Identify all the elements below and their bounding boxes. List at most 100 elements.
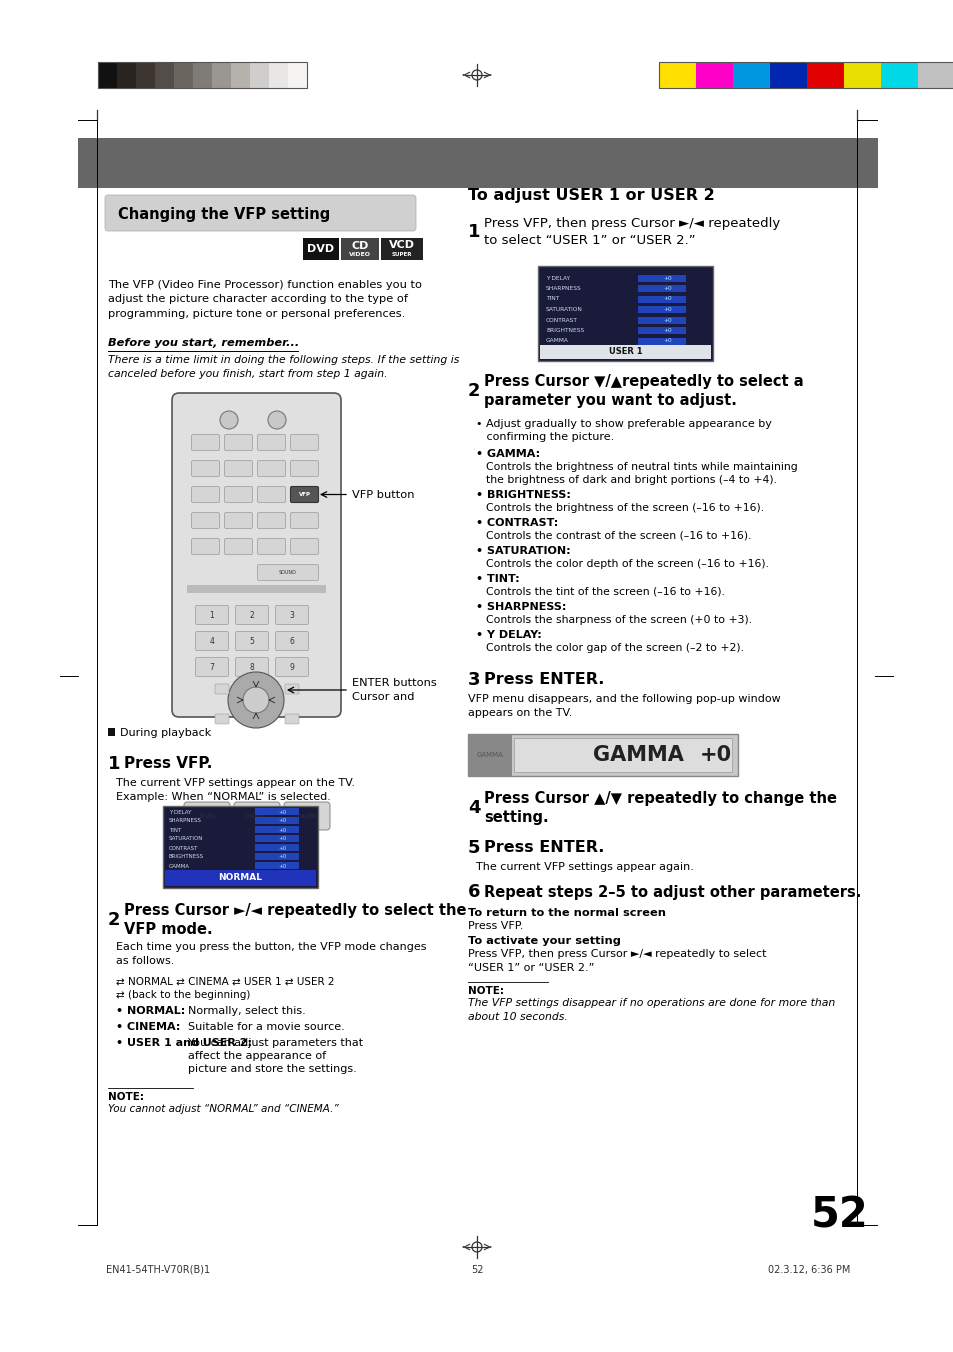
Bar (231, 62, 250, 88)
Circle shape (228, 672, 284, 727)
Text: • TINT:: • TINT: (476, 575, 519, 584)
Bar (98, 62, 307, 88)
FancyBboxPatch shape (224, 461, 253, 476)
Bar (78, 138, 877, 188)
FancyBboxPatch shape (257, 487, 285, 503)
Text: +0: +0 (663, 296, 672, 301)
Text: • CINEMA:: • CINEMA: (116, 1022, 180, 1032)
FancyBboxPatch shape (291, 434, 318, 450)
Bar (254, 863, 298, 869)
Text: • SATURATION:: • SATURATION: (476, 546, 570, 556)
Text: Press ENTER.: Press ENTER. (483, 841, 604, 856)
Bar (154, 62, 173, 88)
Text: Press VFP, then press Cursor ►/◄ repeatedly
to select “USER 1” or “USER 2.”: Press VFP, then press Cursor ►/◄ repeate… (483, 216, 780, 247)
FancyBboxPatch shape (195, 631, 229, 650)
Bar (303, 238, 338, 260)
FancyBboxPatch shape (214, 714, 229, 725)
FancyBboxPatch shape (192, 434, 219, 450)
FancyBboxPatch shape (235, 606, 268, 625)
Text: +0: +0 (663, 329, 672, 333)
Text: 6: 6 (468, 883, 480, 900)
Text: TINT: TINT (545, 296, 558, 301)
Text: 1: 1 (108, 754, 120, 773)
Bar (539, 345, 710, 360)
Text: GAMMA: GAMMA (592, 745, 682, 765)
Bar (254, 826, 298, 833)
Text: Controls the color depth of the screen (–16 to +16).: Controls the color depth of the screen (… (485, 558, 768, 569)
Text: 9: 9 (290, 662, 294, 672)
FancyBboxPatch shape (275, 631, 308, 650)
Text: SHARPNESS: SHARPNESS (169, 818, 202, 823)
Text: +0: +0 (663, 338, 672, 343)
FancyBboxPatch shape (105, 195, 416, 231)
FancyBboxPatch shape (235, 631, 268, 650)
Text: Changing the VFP setting: Changing the VFP setting (118, 207, 330, 222)
Text: To return to the normal screen: To return to the normal screen (468, 909, 665, 918)
Text: You cannot adjust “NORMAL” and “CINEMA.”: You cannot adjust “NORMAL” and “CINEMA.” (108, 1105, 338, 1114)
Bar (917, 62, 953, 88)
Bar (212, 62, 231, 88)
Bar (254, 817, 298, 823)
Text: 2: 2 (250, 611, 254, 619)
Circle shape (268, 411, 286, 429)
FancyBboxPatch shape (291, 461, 318, 476)
Text: • GAMMA:: • GAMMA: (476, 449, 539, 458)
Bar (514, 738, 731, 772)
Text: • SHARPNESS:: • SHARPNESS: (476, 602, 566, 612)
Text: NORMAL: NORMAL (218, 873, 262, 883)
Text: BRIGHTNESS: BRIGHTNESS (169, 854, 204, 860)
Text: VCD: VCD (389, 241, 415, 250)
FancyBboxPatch shape (285, 684, 298, 694)
Text: +0: +0 (663, 276, 672, 280)
Bar (638, 327, 685, 334)
Text: 5: 5 (468, 840, 480, 857)
Text: • Y DELAY:: • Y DELAY: (476, 630, 541, 639)
Text: Y DELAY: Y DELAY (545, 276, 569, 280)
FancyBboxPatch shape (192, 487, 219, 503)
Text: 52: 52 (470, 1265, 483, 1275)
Text: Normally, select this.: Normally, select this. (188, 1006, 305, 1015)
Text: 3: 3 (290, 611, 294, 619)
Text: There is a time limit in doing the following steps. If the setting is
canceled b: There is a time limit in doing the follo… (108, 356, 459, 379)
Bar (732, 62, 769, 88)
Text: +0: +0 (278, 810, 287, 814)
Text: +0: +0 (278, 845, 287, 850)
Text: 52: 52 (810, 1195, 868, 1237)
Text: +0: +0 (278, 864, 287, 868)
Text: VIDEO: VIDEO (349, 251, 371, 257)
FancyBboxPatch shape (257, 538, 285, 554)
Text: 3: 3 (468, 671, 480, 690)
FancyBboxPatch shape (291, 538, 318, 554)
FancyBboxPatch shape (285, 714, 298, 725)
Text: TINT: TINT (169, 827, 181, 833)
Circle shape (243, 687, 269, 713)
Text: Controls the brightness of the screen (–16 to +16).: Controls the brightness of the screen (–… (485, 503, 763, 512)
Bar (193, 62, 212, 88)
Text: Press Cursor ▲/▼ repeatedly to change the
setting.: Press Cursor ▲/▼ repeatedly to change th… (483, 791, 836, 826)
FancyBboxPatch shape (192, 538, 219, 554)
Bar (250, 62, 269, 88)
Bar (468, 734, 512, 776)
Text: Before you start, remember...: Before you start, remember... (108, 338, 299, 347)
Bar (254, 836, 298, 842)
Text: Press VFP, then press Cursor ►/◄ repeatedly to select
“USER 1” or “USER 2.”: Press VFP, then press Cursor ►/◄ repeate… (468, 949, 765, 972)
Text: 4: 4 (210, 637, 214, 645)
Bar (843, 62, 880, 88)
Text: NOTE:: NOTE: (108, 1092, 144, 1102)
Text: The VFP settings disappear if no operations are done for more than
about 10 seco: The VFP settings disappear if no operati… (468, 998, 835, 1022)
Bar (638, 316, 685, 323)
Text: 7: 7 (210, 662, 214, 672)
Text: NOTE:: NOTE: (468, 986, 503, 996)
Text: 2: 2 (468, 383, 480, 400)
Text: SATURATION: SATURATION (169, 837, 203, 841)
Text: +0: +0 (700, 745, 731, 765)
Text: EN41-54TH-V70R(B)1: EN41-54TH-V70R(B)1 (106, 1265, 210, 1275)
Bar (880, 62, 917, 88)
Text: GAMMA: GAMMA (545, 338, 568, 343)
Text: Press VFP.: Press VFP. (468, 921, 523, 932)
FancyBboxPatch shape (257, 461, 285, 476)
Text: +0: +0 (278, 854, 287, 860)
Text: VFP menu disappears, and the following pop-up window
appears on the TV.: VFP menu disappears, and the following p… (468, 694, 780, 718)
Text: Controls the sharpness of the screen (+0 to +3).: Controls the sharpness of the screen (+0… (485, 615, 751, 625)
Text: • USER 1 and USER 2:: • USER 1 and USER 2: (116, 1038, 252, 1048)
